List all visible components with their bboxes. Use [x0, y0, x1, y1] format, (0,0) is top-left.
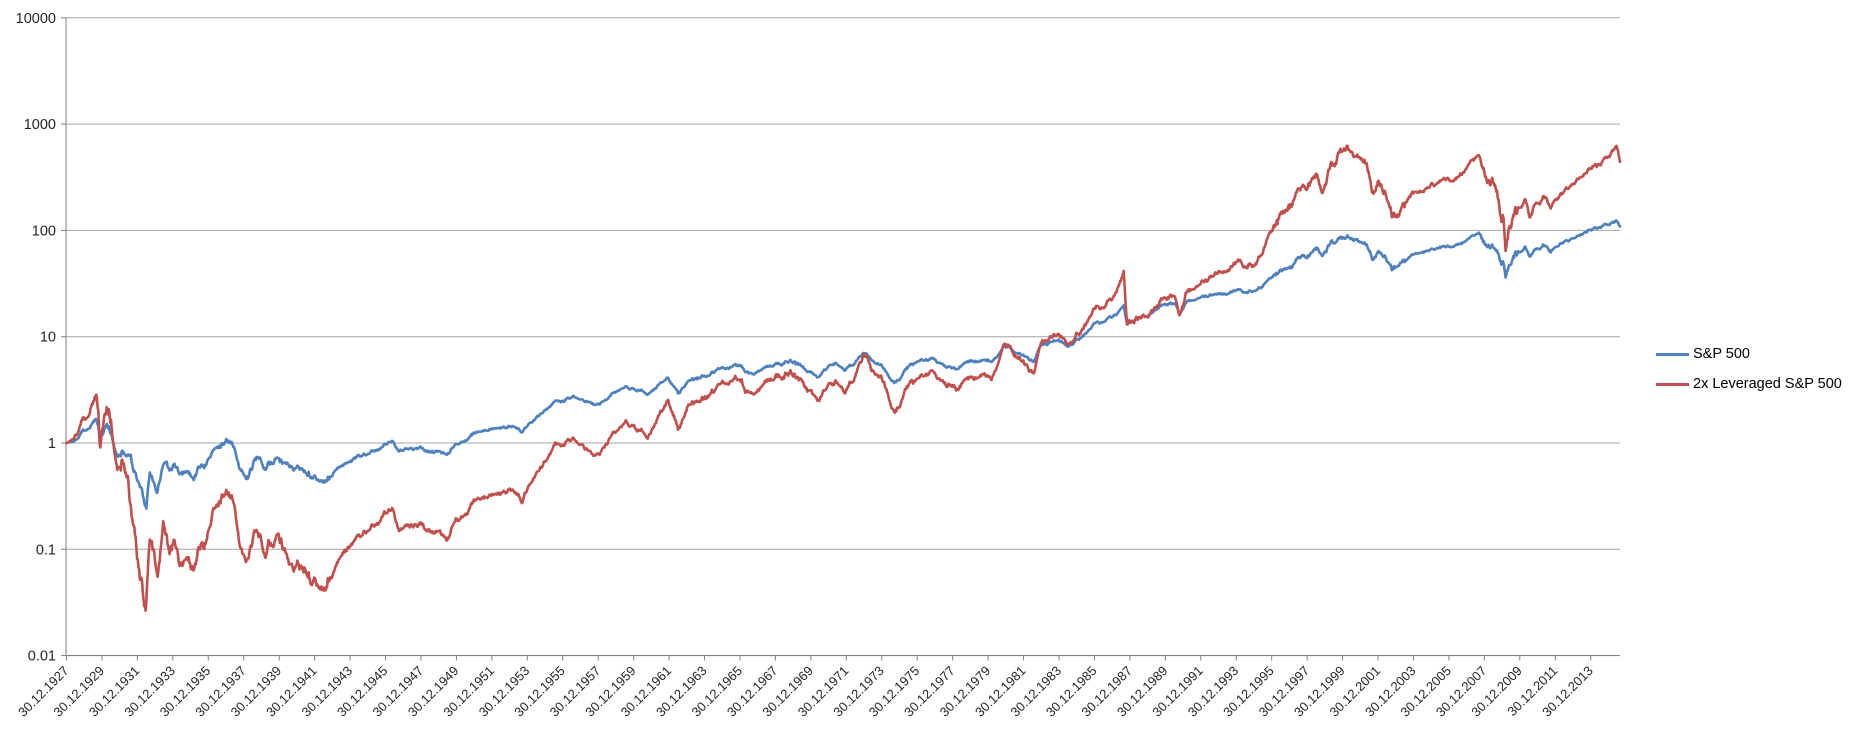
y-axis-label: 0.01	[28, 649, 56, 665]
y-axis-label: 10	[40, 330, 56, 346]
legend-label-2x-leveraged: 2x Leveraged S&P 500	[1693, 376, 1842, 392]
y-axis-label: 100	[32, 223, 56, 239]
legend: S&P 500 2x Leveraged S&P 500	[1656, 344, 1842, 395]
series-sp500-line	[65, 219, 1622, 510]
legend-swatch-sp500	[1656, 353, 1689, 356]
series-2x-leveraged-line	[65, 144, 1622, 612]
y-axis-label: 0.1	[36, 542, 56, 558]
y-axis-label: 10000	[16, 11, 56, 27]
legend-item-sp500[interactable]: S&P 500	[1656, 344, 1842, 365]
legend-item-2x-leveraged[interactable]: 2x Leveraged S&P 500	[1656, 374, 1842, 395]
legend-label-sp500: S&P 500	[1693, 346, 1750, 362]
y-axis-label: 1	[48, 436, 56, 452]
y-axis-label: 1000	[24, 117, 56, 133]
legend-swatch-2x-leveraged	[1656, 383, 1689, 386]
